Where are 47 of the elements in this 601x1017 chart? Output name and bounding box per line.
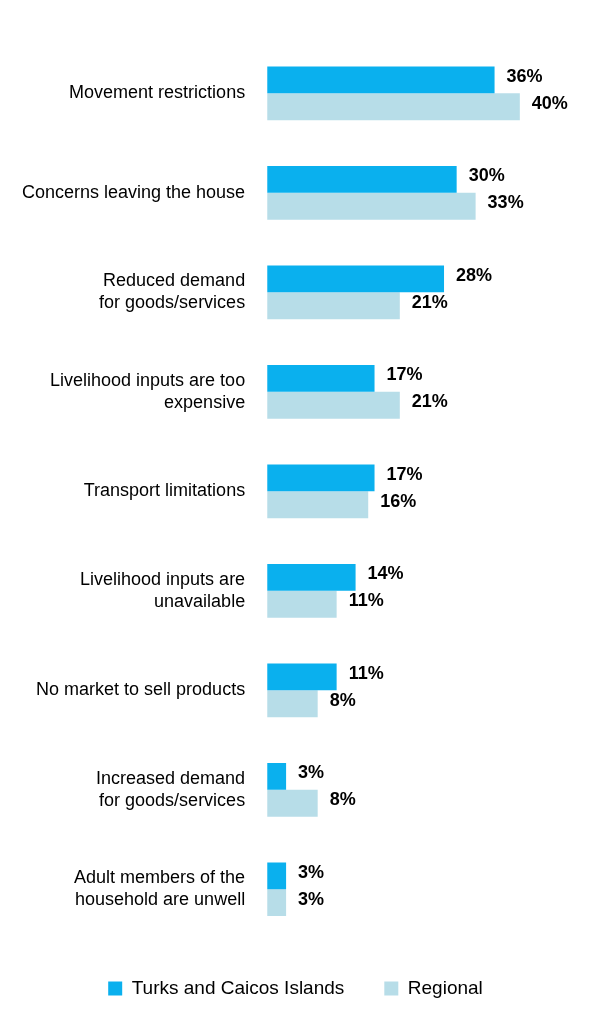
y-tick-label: Livelihood inputs are too expensive [50, 369, 246, 412]
data-label: 17% [386, 364, 423, 385]
data-label: 8% [329, 689, 356, 710]
data-label: 33% [487, 192, 524, 213]
bar [267, 464, 375, 492]
bar [267, 563, 356, 591]
data-label: 16% [380, 490, 417, 511]
data-label: 3% [298, 861, 325, 882]
bar [267, 590, 337, 618]
legend-label: Turks and Caicos Islands [131, 976, 345, 998]
data-label: 3% [298, 762, 325, 783]
data-label: 14% [367, 563, 404, 584]
data-label: 3% [298, 888, 325, 909]
data-label: 8% [329, 789, 356, 810]
data-label: 11% [348, 662, 384, 683]
bar [267, 762, 287, 790]
y-tick-label: Concerns leaving the house [21, 181, 246, 202]
bar [267, 165, 457, 193]
y-tick-label: Livelihood inputs are unavailable [80, 568, 246, 611]
data-label: 11% [348, 590, 384, 611]
bar [267, 364, 375, 392]
bar [267, 690, 318, 718]
y-tick-label: Increased demand for goods/services [96, 767, 246, 810]
bar [267, 292, 400, 320]
data-label: 36% [506, 65, 543, 86]
data-label: 17% [386, 463, 423, 484]
bar [267, 663, 337, 691]
y-tick-label: Adult members of the household are unwell [74, 867, 246, 910]
y-tick-label: Transport limitations [83, 480, 246, 501]
data-label: 21% [411, 291, 448, 312]
legend-label: Regional [407, 976, 483, 998]
y-tick-label: No market to sell products [36, 679, 246, 700]
data-label: 40% [531, 92, 568, 113]
bar [267, 391, 400, 419]
bar [267, 192, 476, 220]
bar [267, 889, 287, 917]
data-label: 28% [456, 264, 493, 285]
bar [267, 862, 287, 890]
data-label: 21% [411, 391, 448, 412]
bar [267, 93, 520, 121]
bar [267, 265, 445, 293]
bar [267, 66, 495, 94]
bar [267, 491, 369, 519]
bar [267, 789, 318, 817]
y-tick-label: Movement restrictions [69, 82, 246, 103]
y-tick-label: Reduced demand for goods/services [99, 270, 246, 313]
data-label: 30% [468, 165, 505, 186]
